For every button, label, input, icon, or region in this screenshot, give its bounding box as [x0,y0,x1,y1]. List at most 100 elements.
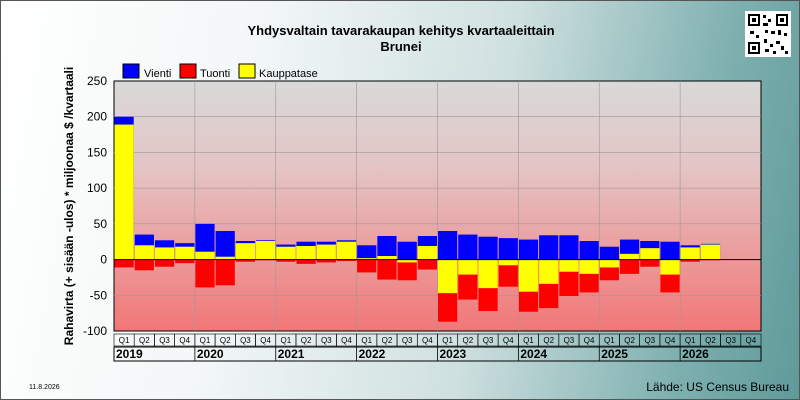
bar-kauppatase [458,259,478,275]
legend-swatch-kauppatase [238,63,256,79]
year-label: 2021 [278,347,305,361]
quarter-label: Q1 [200,336,211,345]
bar-kauppatase [276,246,296,260]
quarter-label: Q3 [159,336,170,345]
bar-vienti [195,223,215,260]
bar-tuonti [336,259,357,261]
bar-tuonti [397,259,417,281]
bar-kauppatase [680,247,700,260]
y-tick-label: 200 [87,110,107,124]
bar-vienti [518,239,539,260]
legend-label-vienti: Vienti [144,68,171,80]
year-label: 2019 [116,347,143,361]
bar-kauppatase [256,241,276,260]
bar-tuonti [154,259,175,267]
y-tick-label: -50 [90,288,108,302]
quarter-cell [740,333,762,347]
bar-tuonti [134,259,154,271]
quarter-label: Q2 [301,336,312,345]
year-label: 2022 [359,347,386,361]
bar-kauppatase [175,246,195,260]
quarter-label: Q4 [260,336,271,345]
quarter-label: Q2 [705,336,716,345]
bar-kauppatase [336,241,357,260]
legend-swatch-vienti [122,63,140,79]
bar-vienti [498,238,518,260]
bar-kauppatase [316,244,336,260]
bar-kauppatase [417,246,437,260]
bar-kauppatase [357,258,377,260]
bar-tuonti [316,259,336,263]
quarter-label: Q3 [644,336,655,345]
qr-code-icon [745,11,791,57]
quarter-label: Q4 [746,336,757,345]
quarter-label: Q4 [422,336,433,345]
bar-tuonti [680,259,700,262]
bar-tuonti [498,259,518,287]
quarter-label: Q2 [382,336,393,345]
bar-vienti [559,235,579,260]
quarter-label: Q4 [341,336,352,345]
bar-kauppatase [377,256,397,260]
quarter-label: Q4 [503,336,514,345]
bar-kauppatase [498,259,518,266]
bar-tuonti [640,259,660,267]
quarter-label: Q2 [139,336,150,345]
year-label: 2025 [601,347,628,361]
quarter-label: Q2 [624,336,635,345]
quarter-labels: Q1 Q2 Q3 Q4 Q1 Q2 Q3 Q4 Q1 Q2 Q3 Q4 Q1 Q2 Q3 Q4 Q1 Q2 Q3 Q4… [113,333,762,347]
quarter-label: Q3 [402,336,413,345]
quarter-label: Q1 [119,336,130,345]
bar-kauppatase [619,253,640,260]
chart-subtitle: Brunei [380,39,421,54]
y-tick-label: -100 [83,324,107,338]
footer-date: 11.8.2026 [29,384,60,391]
bar-vienti [215,231,235,260]
quarter-label: Q4 [584,336,595,345]
bar-tuonti [619,259,640,274]
y-tick-label: 0 [100,253,107,267]
y-tick-label: 250 [87,74,107,88]
bar-tuonti [175,259,195,264]
bars [114,116,721,322]
quarter-label: Q1 [604,336,615,345]
bar-tuonti [276,259,296,262]
quarter-label: Q3 [483,336,494,345]
bar-vienti [397,241,417,260]
bar-kauppatase [539,259,559,284]
bar-vienti [660,241,680,260]
legend-label-kauppatase: Kauppatase [259,68,318,80]
bar-kauppatase [660,259,680,275]
bar-tuonti [215,259,235,286]
bar-vienti [599,246,619,260]
year-label: 2024 [520,347,547,361]
quarter-label: Q3 [240,336,251,345]
quarter-label: Q1 [281,336,292,345]
bar-tuonti [357,259,377,273]
bar-tuonti [377,259,397,280]
quarter-label: Q2 [462,336,473,345]
bar-kauppatase [478,259,498,289]
legend-swatch-tuonti [179,63,197,79]
bar-kauppatase [195,251,215,260]
quarter-label: Q3 [725,336,736,345]
bar-vienti [357,245,377,260]
quarter-label: Q2 [220,336,231,345]
quarter-label: Q1 [442,336,453,345]
quarter-label: Q4 [179,336,190,345]
bar-vienti [377,236,397,260]
quarter-label: Q1 [685,336,696,345]
bar-vienti [438,231,458,260]
bar-vienti [539,235,559,260]
y-tick-label: 50 [94,217,108,231]
bar-vienti [478,236,498,260]
legend: Vienti Tuonti Kauppatase [122,63,318,80]
legend-label-tuonti: Tuonti [200,68,230,80]
bar-tuonti [195,259,215,288]
footer-source: Lähde: US Census Bureau [646,380,789,394]
bar-tuonti [296,259,316,264]
bar-kauppatase [640,248,660,260]
year-label: 2020 [197,347,224,361]
y-axis-ticks: 250 200 150 100 50 0 -50 -100 [83,74,107,338]
